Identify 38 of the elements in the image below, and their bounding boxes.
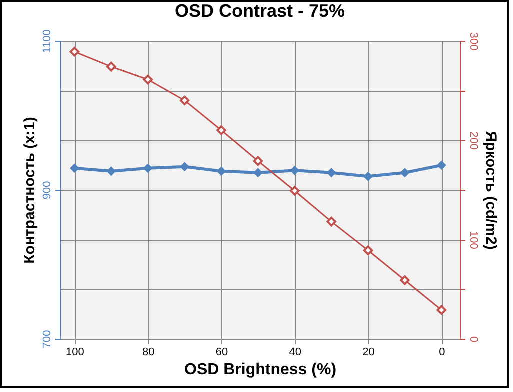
point	[144, 164, 152, 173]
y2-tick-label: 300	[468, 32, 480, 51]
x-tick-label: 0	[439, 346, 446, 358]
y-axis-title: Контрастность (x:1)	[22, 117, 38, 264]
point	[180, 96, 190, 106]
point	[143, 74, 153, 85]
point	[364, 172, 373, 181]
point	[290, 186, 300, 196]
point	[254, 168, 263, 178]
point	[400, 168, 410, 178]
y2-tick-label: 200	[468, 132, 480, 150]
point	[216, 126, 226, 136]
point	[437, 161, 446, 170]
point	[70, 47, 80, 57]
x-tick-label: 80	[142, 346, 155, 358]
y2-axis-title: Яркость (cd/m2)	[482, 131, 500, 250]
point	[217, 167, 226, 176]
point	[436, 305, 447, 316]
point	[326, 216, 336, 227]
point	[363, 246, 374, 256]
point	[106, 62, 116, 72]
point	[327, 168, 336, 178]
x-tick-label: 100	[66, 346, 84, 358]
y-tick-label: 900	[42, 181, 54, 200]
x-tick-label: 60	[216, 346, 228, 358]
point	[400, 276, 410, 286]
point	[290, 166, 300, 175]
chart-title: OSD Contrast - 75%	[174, 1, 346, 22]
y2-tick-label: 0	[468, 336, 480, 343]
point	[253, 156, 264, 166]
x-axis-title: OSD Brightness (%)	[184, 362, 337, 378]
x-tick-label: 40	[289, 346, 302, 358]
y2-tick-label: 100	[468, 230, 480, 250]
point	[107, 167, 116, 176]
point	[70, 164, 80, 173]
y-tick-label: 1100	[42, 30, 54, 54]
x-tick-label: 20	[362, 346, 375, 358]
y-tick-label: 700	[42, 330, 54, 349]
